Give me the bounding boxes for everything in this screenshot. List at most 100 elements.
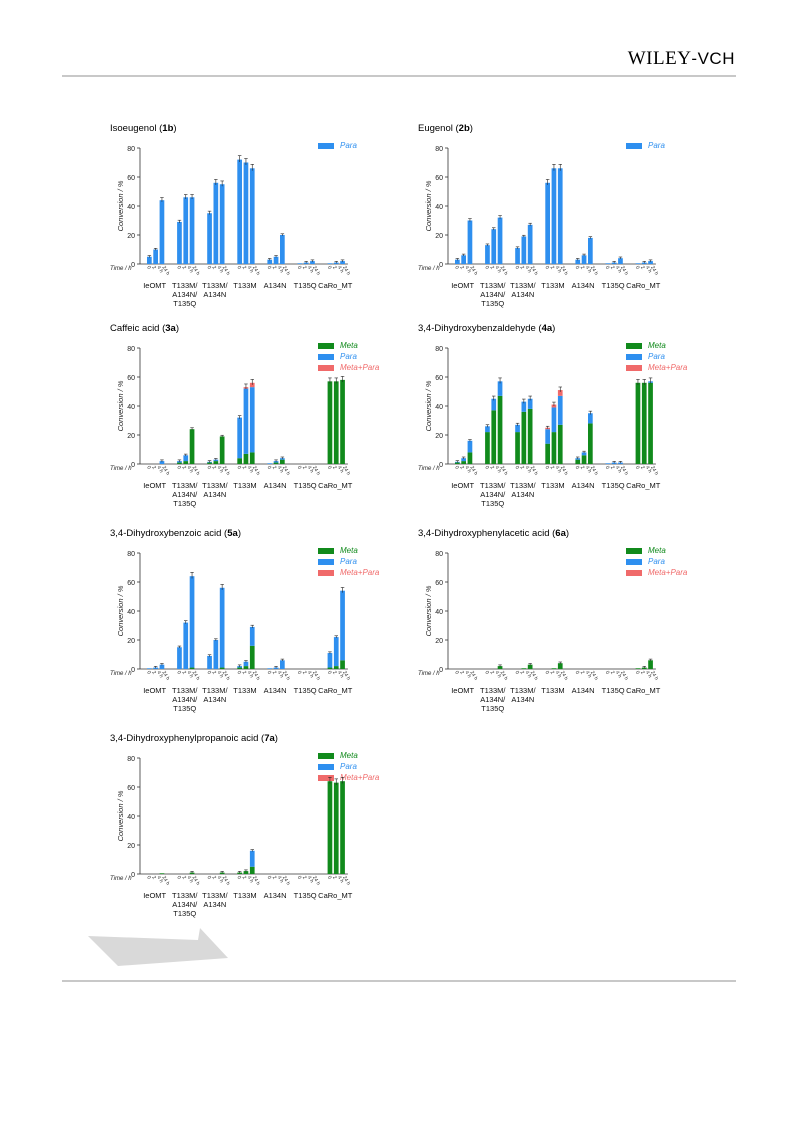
bar-meta — [243, 871, 249, 874]
time-tick-label: 0 — [544, 670, 551, 676]
y-tick-label: 0 — [131, 462, 135, 469]
bar-meta — [340, 660, 345, 669]
time-tick-label: 24 h — [529, 465, 539, 477]
bar-para — [327, 263, 333, 264]
group-label: T135Q — [294, 281, 317, 290]
bar-meta — [545, 443, 550, 464]
time-tick-label: 2 — [331, 670, 338, 676]
bar-para — [485, 426, 490, 433]
bar-para — [153, 667, 158, 669]
time-tick-label: 0 — [145, 465, 152, 471]
time-tick-label: 2 — [150, 265, 157, 271]
group-label: T133M/ — [202, 891, 228, 900]
time-tick-label: 24 h — [281, 670, 291, 682]
bar-meta — [333, 666, 339, 669]
chart-1b: Isoeugenol (1b) Para 0 20 40 60 80 Conversion /… — [110, 123, 410, 333]
time-tick-label: 24 h — [311, 265, 321, 277]
bar-para — [521, 236, 527, 264]
group-label: A134N/ — [480, 490, 506, 499]
time-tick-label: 4 h — [614, 465, 623, 474]
time-tick-label: 4 h — [276, 670, 285, 679]
y-tick-label: 40 — [127, 814, 135, 821]
group-label: CaRo_MT — [626, 281, 661, 290]
time-tick-label: 24 h — [341, 670, 351, 682]
group-label: T133M — [233, 686, 256, 695]
legend-swatch-meta — [318, 548, 334, 554]
bar-para — [310, 261, 315, 264]
bar-para — [243, 162, 249, 264]
bar-para — [618, 258, 623, 264]
time-tick-label: 2 — [301, 465, 308, 471]
time-tick-label: 2 — [519, 465, 526, 471]
time-tick-label: 2 — [488, 670, 495, 676]
time-tick-label: 2 — [488, 265, 495, 271]
y-tick-label: 20 — [127, 843, 135, 850]
compound-number: 2b — [458, 123, 470, 134]
bar-para — [557, 395, 563, 425]
bar-para — [237, 417, 242, 459]
group-label: A134N — [264, 281, 287, 290]
bar-para — [605, 463, 611, 464]
bar-para — [219, 587, 225, 668]
bar-para — [485, 245, 490, 264]
time-tick-label: 24 h — [529, 670, 539, 682]
bar-para — [340, 590, 345, 661]
group-label: T133M — [233, 281, 256, 290]
group-label: CaRo_MT — [626, 481, 661, 490]
bar-meta — [237, 667, 242, 669]
bar-para — [575, 458, 581, 460]
time-tick-label: 0 — [634, 465, 641, 471]
time-tick-label: 4 h — [584, 465, 593, 474]
bar-para — [159, 200, 165, 264]
time-tick-label: 0 — [266, 465, 273, 471]
time-tick-label: 2 — [180, 465, 187, 471]
bar-para — [515, 248, 520, 264]
bar-para — [521, 401, 527, 412]
time-tick-label: 4 h — [306, 265, 315, 274]
time-tick-label: 24 h — [341, 875, 351, 887]
group-label: IeOMT — [143, 686, 166, 695]
time-tick-label: 24 h — [499, 265, 509, 277]
group-label: A134N — [572, 481, 595, 490]
y-tick-label: 60 — [127, 785, 135, 792]
y-tick-label: 20 — [435, 638, 443, 645]
group-label: CaRo_MT — [318, 281, 353, 290]
time-tick-label: 0 — [574, 670, 581, 676]
time-axis-label: Time / h — [418, 266, 440, 272]
y-tick-label: 20 — [127, 638, 135, 645]
time-tick-label: 24 h — [559, 465, 569, 477]
time-tick-label: 0 — [145, 265, 152, 271]
y-tick-label: 60 — [127, 580, 135, 587]
group-label: T133M/ — [480, 686, 506, 695]
time-tick-label: 4 h — [186, 465, 195, 474]
time-tick-label: 4 h — [216, 265, 225, 274]
time-tick-label: 0 — [236, 670, 243, 676]
legend-swatch-para — [318, 764, 334, 770]
time-tick-label: 4 h — [644, 670, 653, 679]
y-tick-label: 80 — [435, 551, 443, 558]
time-axis-label: Time / h — [110, 466, 132, 472]
bar-para — [273, 667, 279, 669]
chart-title: Caffeic acid (3a) — [110, 323, 180, 334]
bar-para — [455, 259, 460, 264]
legend-label-metapara: Meta+Para — [340, 568, 380, 577]
bar-para — [183, 455, 189, 462]
bar-para — [551, 168, 557, 264]
bar-para — [280, 235, 285, 264]
group-label: A134N/ — [172, 490, 198, 499]
bar-meta — [249, 866, 255, 874]
bar-meta — [243, 453, 249, 464]
time-tick-label: 4 h — [524, 265, 533, 274]
legend-swatch-metapara — [626, 570, 642, 576]
time-tick-label: 2 — [458, 265, 465, 271]
bar-meta — [635, 668, 641, 669]
time-tick-label: 0 — [604, 265, 611, 271]
time-tick-label: 4 h — [554, 465, 563, 474]
legend-label-para: Para — [340, 557, 357, 566]
time-tick-label: 0 — [513, 670, 520, 676]
time-tick-label: 2 — [549, 265, 556, 271]
time-tick-label: 2 — [458, 670, 465, 676]
bar-para — [183, 622, 189, 669]
